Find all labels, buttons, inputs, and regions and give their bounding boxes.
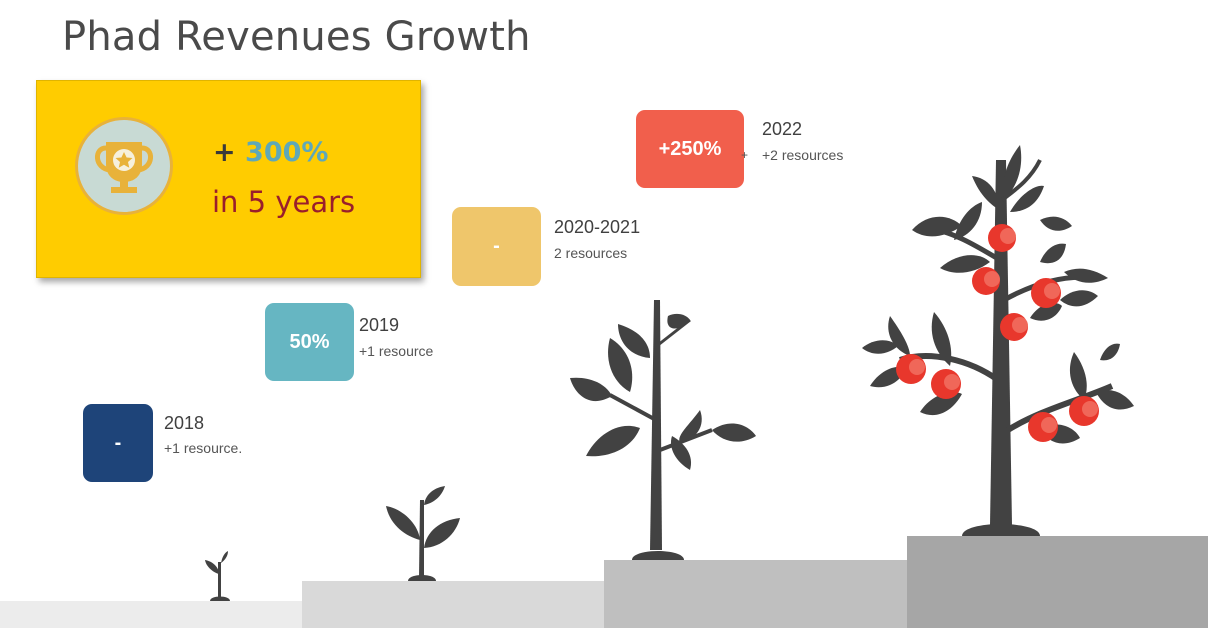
milestone-2022-resources-prefix: + bbox=[741, 148, 749, 162]
growth-period: in 5 years bbox=[212, 185, 356, 219]
step-4 bbox=[907, 536, 1208, 628]
step-1 bbox=[0, 601, 302, 628]
milestone-2020-2021-badge: - bbox=[452, 207, 541, 286]
milestone-2018-badge: - bbox=[83, 404, 153, 482]
milestone-2022-badge: +250% bbox=[636, 110, 744, 188]
page-title: Phad Revenues Growth bbox=[62, 14, 531, 60]
trophy-badge bbox=[75, 117, 173, 215]
milestone-2019-resources: +1 resource bbox=[359, 343, 434, 359]
milestone-2019-badge: 50% bbox=[265, 303, 354, 381]
step-2 bbox=[302, 581, 604, 628]
trophy-icon bbox=[95, 142, 153, 193]
milestone-2018-value: - bbox=[114, 431, 122, 454]
milestone-2022-value: +250% bbox=[658, 137, 722, 160]
milestone-2019-value: 50% bbox=[289, 330, 330, 353]
milestone-2018-resources: +1 resource. bbox=[164, 440, 243, 456]
growth-percent: + 300% bbox=[213, 137, 328, 168]
milestone-2022-year: 2022 bbox=[762, 119, 803, 139]
milestone-2020-2021-resources: 2 resources bbox=[554, 245, 628, 261]
milestone-2019-year: 2019 bbox=[359, 315, 400, 335]
milestone-2020-2021-value: - bbox=[493, 235, 500, 257]
growth-summary-card: + 300% in 5 years bbox=[36, 80, 421, 278]
sprout-icon bbox=[205, 551, 230, 601]
step-3 bbox=[604, 560, 907, 628]
apple-highlights bbox=[909, 228, 1098, 433]
milestone-2018-year: 2018 bbox=[164, 413, 205, 433]
young-tree-icon bbox=[570, 300, 756, 560]
growth-prefix: + bbox=[213, 137, 246, 168]
milestone-2022-resources: +2 resources bbox=[762, 147, 844, 163]
growth-percent-value: 300% bbox=[245, 137, 329, 168]
milestone-2020-2021-year: 2020-2021 bbox=[554, 217, 641, 237]
seedling-icon bbox=[386, 486, 460, 581]
apple-tree-icon bbox=[862, 145, 1134, 536]
